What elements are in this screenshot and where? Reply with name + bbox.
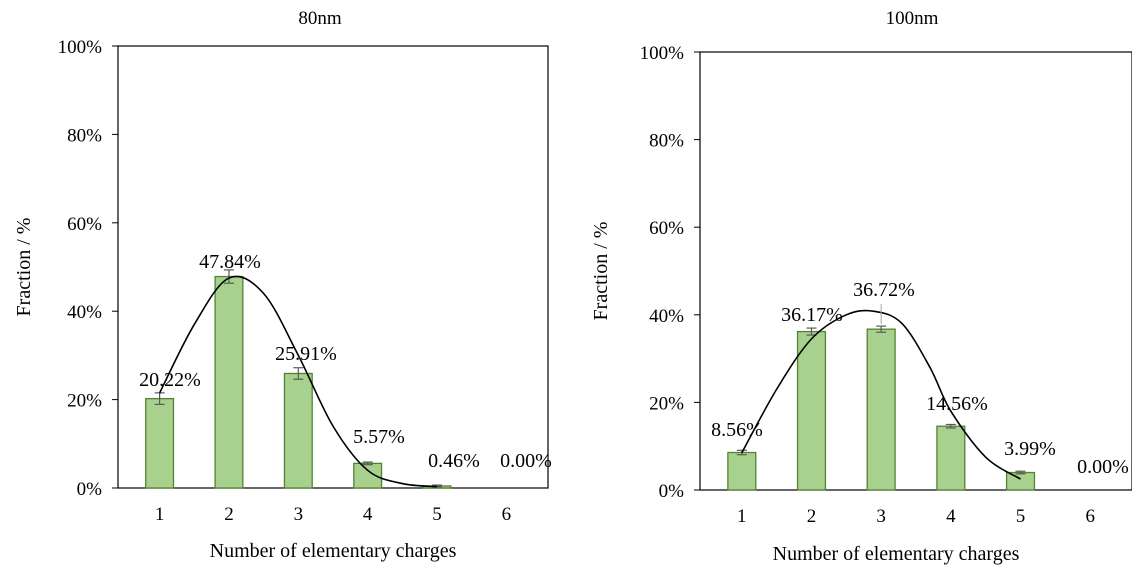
x-tick-label: 4	[363, 504, 373, 525]
bar-2	[796, 330, 827, 491]
y-tick-label: 0%	[659, 481, 685, 502]
y-tick-label: 80%	[67, 125, 102, 146]
plot-frame	[117, 45, 549, 489]
x-tick-label: 3	[294, 504, 304, 525]
x-tick-label: 2	[224, 504, 234, 525]
error-bar-4	[362, 461, 373, 466]
y-tick-label: 60%	[649, 218, 684, 239]
chart-0: 80nm 0% 20% 40% 60% 80% 100% 1 2 3 4 5 6 20.22% 47.84%…	[13, 8, 552, 562]
data-label-5: 3.99%	[1004, 438, 1056, 460]
x-tick-label: 1	[155, 504, 165, 525]
data-label-1: 20.22%	[139, 369, 201, 391]
data-label-1: 8.56%	[711, 419, 763, 441]
x-tick-label: 4	[946, 506, 956, 527]
bar-3	[283, 372, 313, 489]
y-tick-label: 100%	[640, 43, 685, 64]
fit-curve	[741, 309, 1021, 480]
bar-4	[936, 425, 966, 491]
error-bar-5	[1015, 470, 1026, 475]
y-axis-label: Fraction / %	[13, 218, 35, 317]
y-tick-label: 40%	[649, 306, 684, 327]
data-label-2: 36.17%	[781, 304, 843, 326]
bar-2	[214, 275, 244, 489]
x-axis-label: Number of elementary charges	[210, 540, 457, 562]
x-axis-label: Number of elementary charges	[773, 543, 1020, 565]
y-tick-label: 100%	[58, 37, 103, 58]
data-label-5: 0.46%	[428, 450, 480, 472]
y-tick-label: 60%	[67, 214, 102, 235]
error-bar-2	[223, 269, 234, 284]
x-tick-label: 2	[807, 506, 817, 527]
y-axis-label: Fraction / %	[590, 222, 612, 321]
error-bar-3	[876, 325, 887, 333]
y-tick-label: 20%	[649, 393, 684, 414]
bar-3	[866, 328, 896, 491]
y-tick-label: 0%	[77, 479, 103, 500]
data-label-6: 0.00%	[500, 450, 552, 472]
y-tick-label: 80%	[649, 131, 684, 152]
fit-curve	[158, 275, 438, 488]
bar-5	[1005, 471, 1036, 491]
data-label-6: 0.00%	[1077, 456, 1129, 478]
x-tick-label: 1	[737, 506, 747, 527]
bar-1	[145, 397, 175, 489]
plot-frame	[699, 51, 1132, 491]
error-bar-4	[945, 423, 956, 429]
data-label-3: 36.72%	[853, 279, 915, 301]
chart-title: 80nm	[298, 8, 342, 29]
x-tick-label: 6	[502, 504, 512, 525]
bar-1	[727, 451, 757, 491]
chart-1: 100nm 0% 20% 40% 60% 80% 100% 1 2 3 4 5 6 8.56% 36.17%…	[590, 8, 1132, 565]
data-label-4: 14.56%	[926, 393, 988, 415]
chart-title: 100nm	[886, 8, 939, 29]
data-label-3: 25.91%	[275, 343, 337, 365]
x-tick-label: 5	[1016, 506, 1026, 527]
data-label-4: 5.57%	[353, 426, 405, 448]
x-tick-label: 6	[1085, 506, 1095, 527]
error-bar-3	[293, 367, 304, 380]
x-tick-label: 5	[432, 504, 442, 525]
y-tick-label: 40%	[67, 302, 102, 323]
x-tick-label: 3	[876, 506, 886, 527]
data-label-2: 47.84%	[199, 251, 261, 273]
y-tick-label: 20%	[67, 391, 102, 412]
